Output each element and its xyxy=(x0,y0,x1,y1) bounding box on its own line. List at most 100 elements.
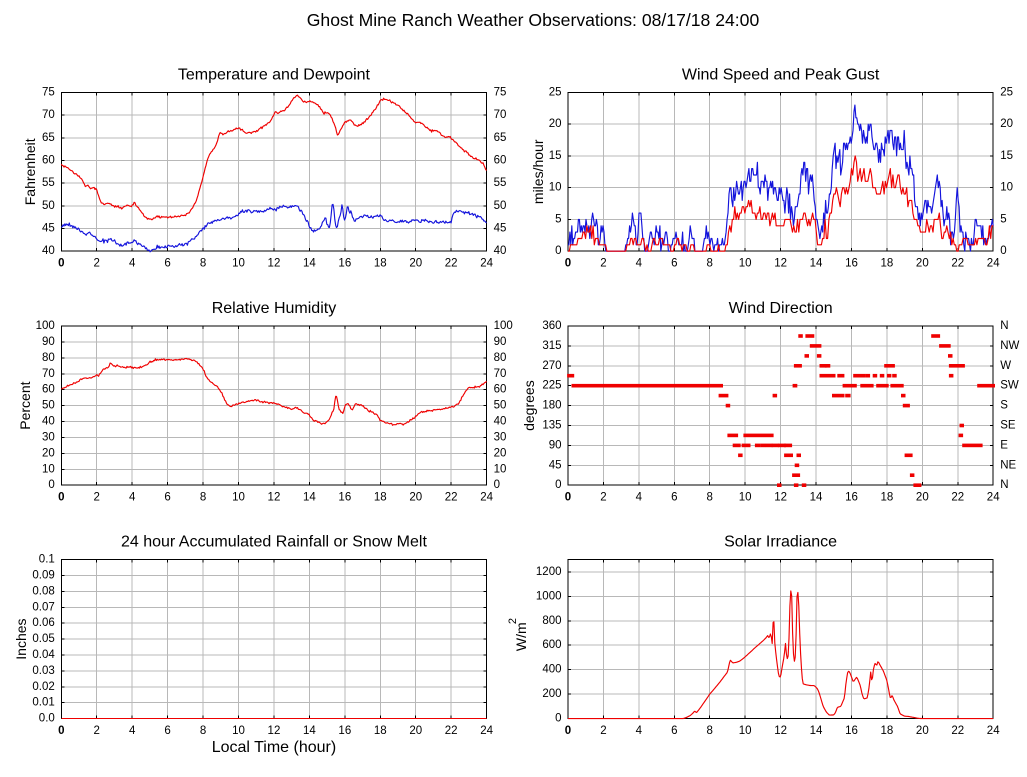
svg-text:225: 225 xyxy=(542,380,561,392)
svg-text:20: 20 xyxy=(409,725,422,737)
svg-text:14: 14 xyxy=(303,492,316,504)
svg-text:70: 70 xyxy=(42,109,55,121)
svg-text:24: 24 xyxy=(987,492,1000,504)
svg-text:0.0: 0.0 xyxy=(39,713,55,725)
svg-text:90: 90 xyxy=(494,336,507,348)
svg-text:22: 22 xyxy=(951,725,964,737)
svg-text:25: 25 xyxy=(1000,86,1013,98)
svg-text:0: 0 xyxy=(494,479,500,491)
svg-text:22: 22 xyxy=(445,492,458,504)
svg-text:60: 60 xyxy=(494,154,507,166)
svg-text:16: 16 xyxy=(338,492,351,504)
svg-text:S: S xyxy=(1000,400,1008,412)
svg-text:45: 45 xyxy=(549,459,562,471)
svg-text:0.09: 0.09 xyxy=(32,570,54,582)
svg-text:6: 6 xyxy=(164,725,170,737)
svg-text:315: 315 xyxy=(542,340,561,352)
svg-text:2: 2 xyxy=(600,492,606,504)
svg-text:Wind Speed and Peak Gust: Wind Speed and Peak Gust xyxy=(682,66,880,83)
svg-text:0: 0 xyxy=(555,245,561,257)
svg-text:14: 14 xyxy=(810,492,823,504)
svg-text:0.03: 0.03 xyxy=(32,665,54,677)
svg-text:18: 18 xyxy=(374,258,387,270)
svg-text:24: 24 xyxy=(480,258,493,270)
svg-text:80: 80 xyxy=(42,352,55,364)
svg-text:200: 200 xyxy=(542,688,561,700)
svg-text:135: 135 xyxy=(542,420,561,432)
svg-text:0: 0 xyxy=(58,258,64,270)
svg-text:90: 90 xyxy=(42,336,55,348)
svg-text:0.04: 0.04 xyxy=(32,649,55,661)
svg-text:16: 16 xyxy=(338,258,351,270)
svg-text:2: 2 xyxy=(600,258,606,270)
svg-text:18: 18 xyxy=(881,258,894,270)
svg-text:4: 4 xyxy=(636,492,643,504)
svg-text:degrees: degrees xyxy=(521,380,537,431)
svg-text:22: 22 xyxy=(445,258,458,270)
svg-text:0.01: 0.01 xyxy=(32,697,54,709)
svg-text:8: 8 xyxy=(200,258,206,270)
svg-text:Inches: Inches xyxy=(13,618,29,659)
svg-text:0.08: 0.08 xyxy=(32,585,54,597)
svg-text:90: 90 xyxy=(549,439,562,451)
svg-text:20: 20 xyxy=(42,447,55,459)
svg-text:16: 16 xyxy=(845,725,858,737)
svg-text:10: 10 xyxy=(232,258,245,270)
svg-text:4: 4 xyxy=(129,492,136,504)
svg-text:50: 50 xyxy=(494,200,507,212)
svg-text:0: 0 xyxy=(48,479,54,491)
svg-text:8: 8 xyxy=(707,258,713,270)
svg-text:6: 6 xyxy=(671,725,677,737)
svg-text:2: 2 xyxy=(94,492,100,504)
svg-text:40: 40 xyxy=(494,245,507,257)
svg-text:22: 22 xyxy=(445,725,458,737)
svg-text:20: 20 xyxy=(916,492,929,504)
svg-text:6: 6 xyxy=(671,258,677,270)
svg-text:W/m: W/m xyxy=(513,622,529,651)
svg-text:4: 4 xyxy=(636,725,643,737)
svg-text:24: 24 xyxy=(987,725,1000,737)
svg-text:8: 8 xyxy=(200,725,206,737)
svg-text:12: 12 xyxy=(268,725,281,737)
svg-text:30: 30 xyxy=(42,431,55,443)
svg-text:60: 60 xyxy=(494,384,507,396)
svg-text:20: 20 xyxy=(409,258,422,270)
svg-text:75: 75 xyxy=(42,86,55,98)
svg-text:Fahrenheit: Fahrenheit xyxy=(22,138,38,205)
svg-text:12: 12 xyxy=(774,725,787,737)
svg-text:10: 10 xyxy=(232,725,245,737)
svg-text:10: 10 xyxy=(1000,182,1013,194)
svg-text:10: 10 xyxy=(739,725,752,737)
svg-text:65: 65 xyxy=(494,132,507,144)
svg-text:6: 6 xyxy=(164,258,170,270)
svg-text:0: 0 xyxy=(58,725,64,737)
svg-text:40: 40 xyxy=(42,245,55,257)
svg-text:N: N xyxy=(1000,320,1008,332)
svg-text:20: 20 xyxy=(916,725,929,737)
svg-text:8: 8 xyxy=(707,725,713,737)
svg-text:0: 0 xyxy=(555,713,561,725)
svg-text:65: 65 xyxy=(42,132,55,144)
svg-text:E: E xyxy=(1000,439,1008,451)
svg-text:0: 0 xyxy=(555,479,561,491)
svg-text:55: 55 xyxy=(42,177,55,189)
svg-text:10: 10 xyxy=(42,463,55,475)
svg-text:40: 40 xyxy=(494,416,507,428)
svg-text:0: 0 xyxy=(565,258,571,270)
svg-text:20: 20 xyxy=(409,492,422,504)
svg-text:75: 75 xyxy=(494,86,507,98)
svg-text:0.05: 0.05 xyxy=(32,633,54,645)
svg-text:14: 14 xyxy=(303,258,316,270)
svg-text:70: 70 xyxy=(494,109,507,121)
svg-text:55: 55 xyxy=(494,177,507,189)
svg-text:25: 25 xyxy=(549,86,562,98)
svg-text:18: 18 xyxy=(881,492,894,504)
svg-text:20: 20 xyxy=(494,447,507,459)
svg-text:4: 4 xyxy=(636,258,643,270)
svg-text:12: 12 xyxy=(268,258,281,270)
svg-text:15: 15 xyxy=(549,150,562,162)
svg-text:6: 6 xyxy=(164,492,170,504)
svg-text:N: N xyxy=(1000,479,1008,491)
svg-text:15: 15 xyxy=(1000,150,1013,162)
svg-text:800: 800 xyxy=(542,615,561,627)
